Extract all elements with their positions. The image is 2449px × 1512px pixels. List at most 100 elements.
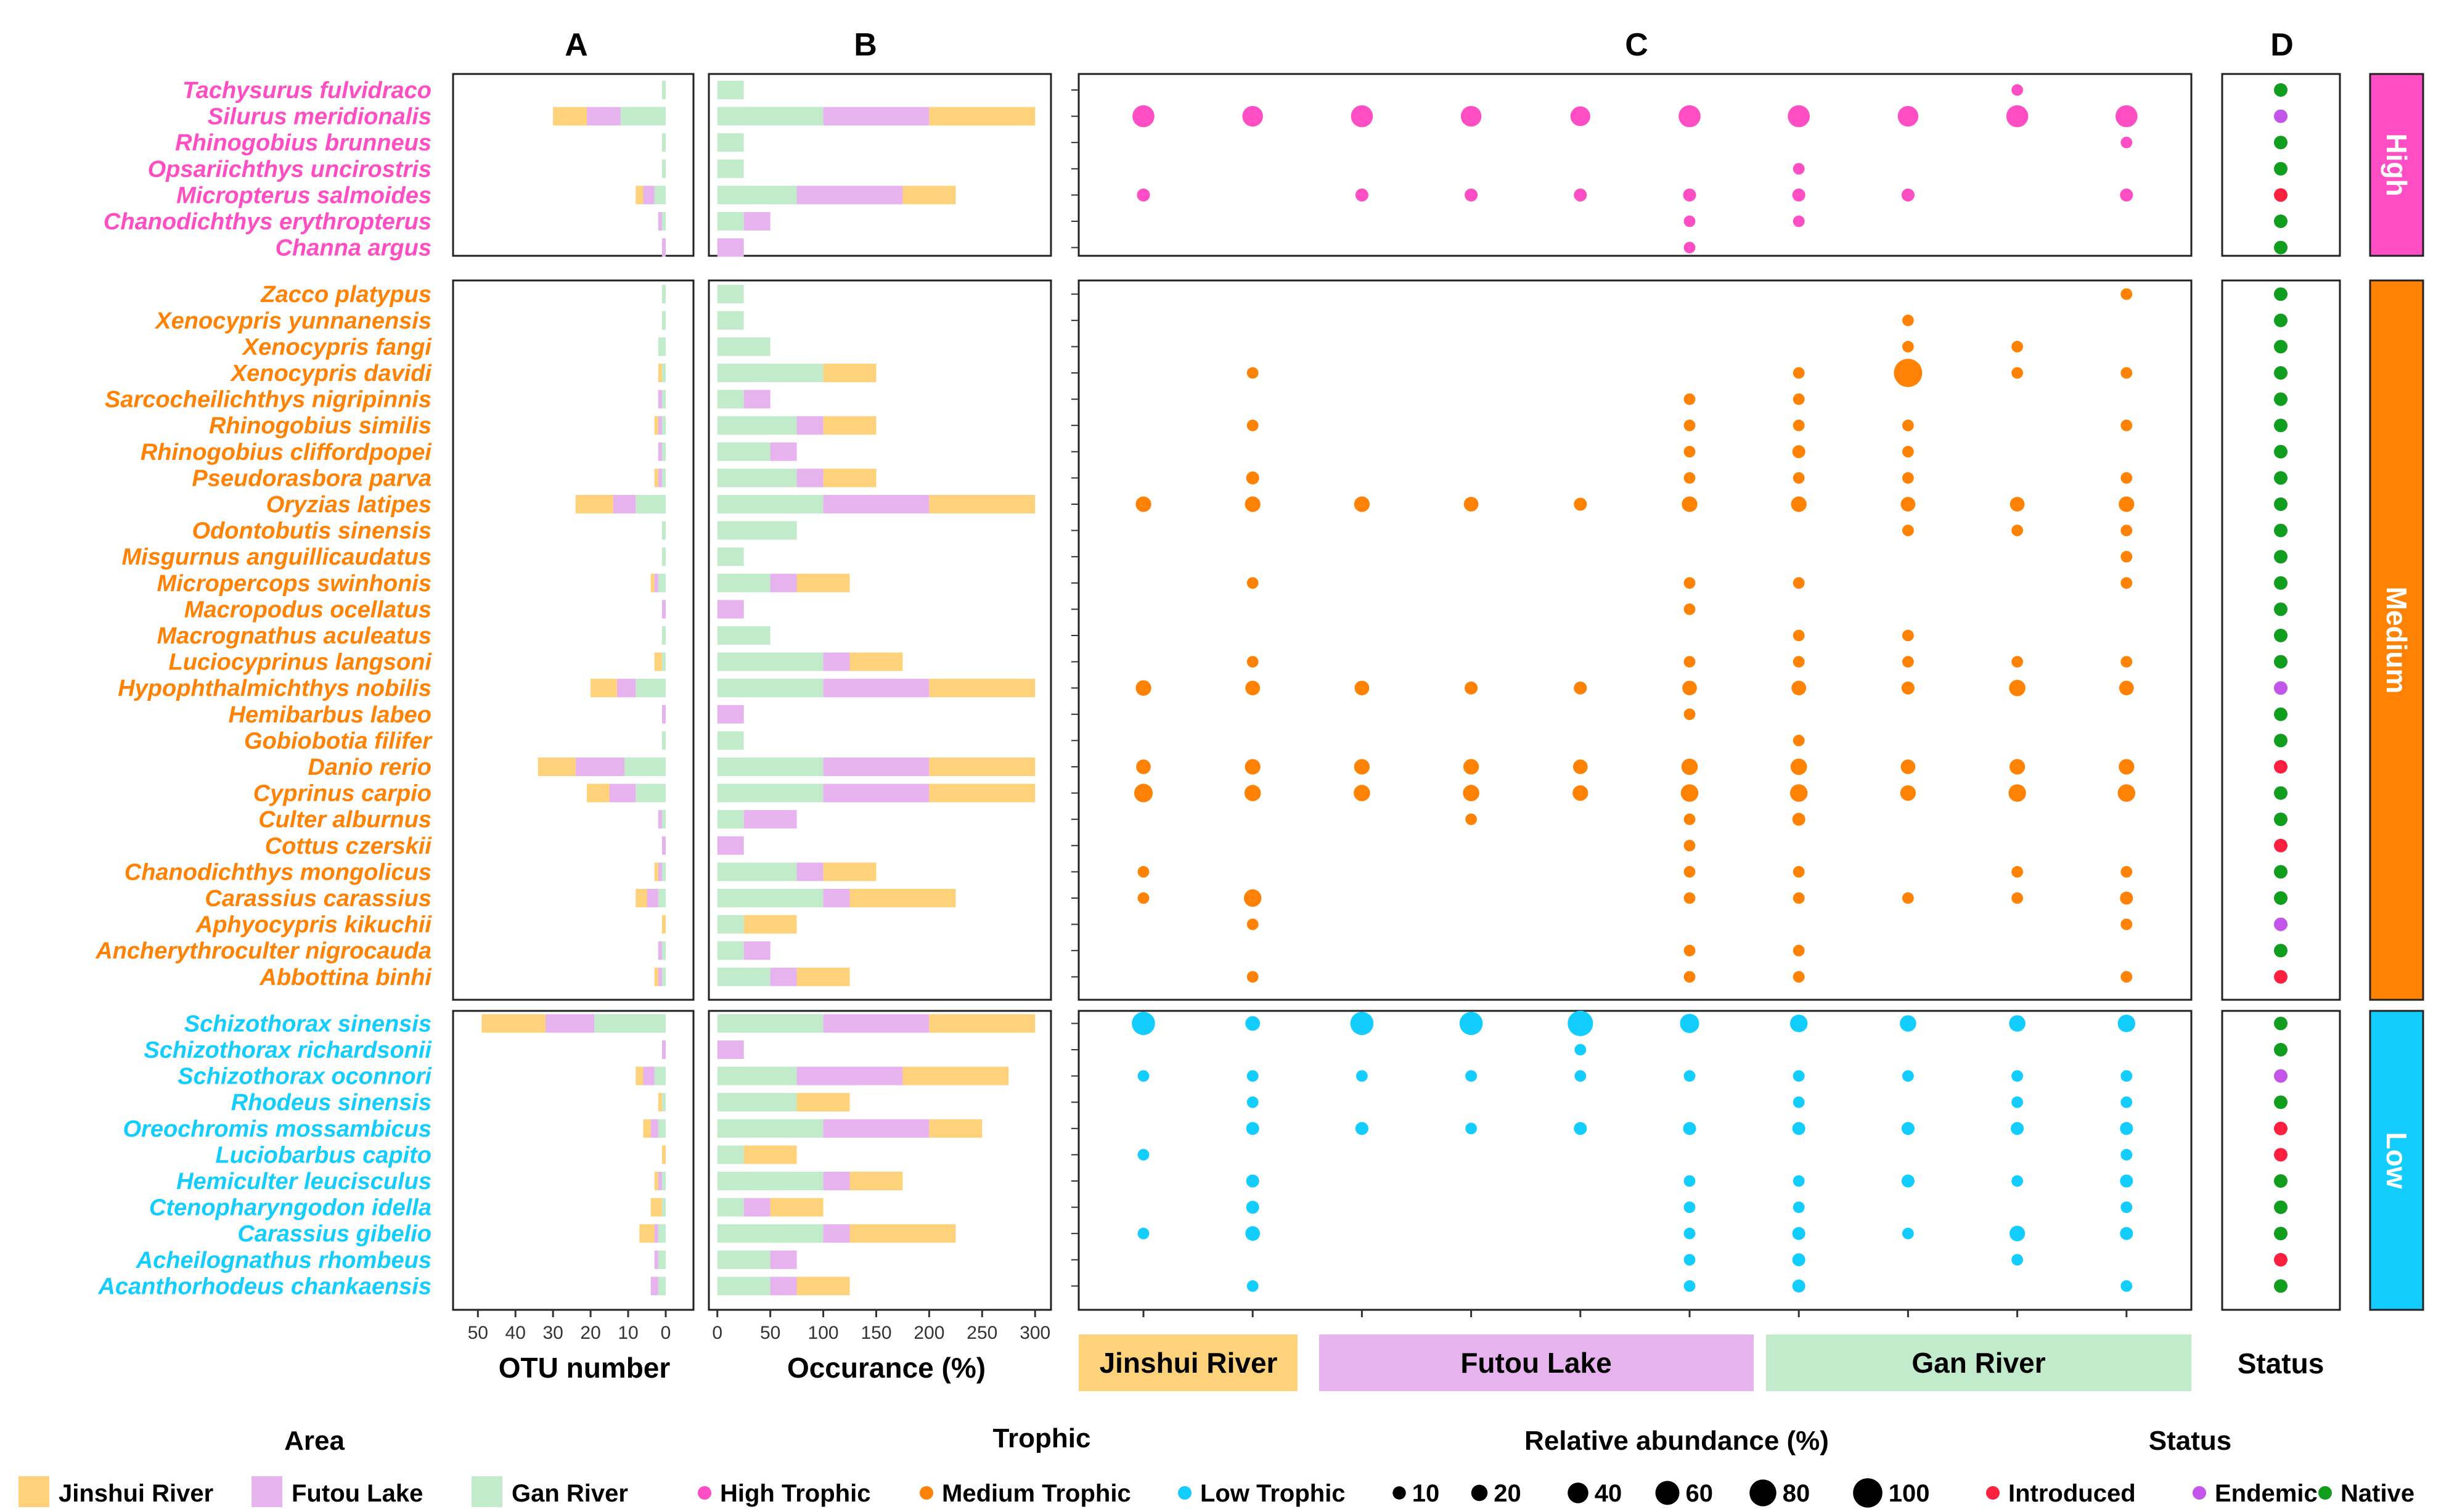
abundance-bubble	[2120, 971, 2133, 983]
otu-bar-segment	[636, 783, 666, 803]
abundance-bubble	[1793, 1201, 1805, 1213]
abundance-bubble	[2011, 1096, 2023, 1108]
otu-bar-segment	[658, 941, 662, 960]
abundance-bubble	[1683, 419, 1696, 431]
status-dot	[2274, 471, 2288, 485]
abundance-bubble	[1901, 681, 1915, 695]
abundance-bubble	[1793, 419, 1805, 431]
occurrence-bar-segment	[717, 915, 744, 934]
status-dot	[2274, 1043, 2288, 1056]
legend-dot-introduced	[1986, 1486, 2000, 1500]
species-label: Sarcocheilichthys nigripinnis	[105, 387, 431, 413]
otu-bar-segment	[658, 416, 662, 435]
occurrence-tick-label: 0	[712, 1323, 722, 1343]
otu-bar-segment	[658, 468, 662, 488]
legend-abundance-circle	[1853, 1478, 1883, 1508]
abundance-bubble	[2011, 367, 2023, 379]
occurrence-bar-segment	[796, 416, 824, 435]
legend-item-gan: Gan River	[512, 1480, 628, 1507]
abundance-bubble	[1243, 889, 1262, 907]
otu-bar-segment	[661, 810, 666, 829]
status-dot	[2274, 313, 2288, 327]
occurrence-bar-segment	[717, 416, 797, 435]
abundance-bubble	[1902, 419, 1914, 431]
abundance-bubble	[2120, 1174, 2133, 1188]
occurrence-bar-segment	[849, 1224, 956, 1243]
occurrence-bar-segment	[796, 1066, 903, 1085]
species-label: Hemibarbus labeo	[229, 702, 431, 728]
otu-bar-segment	[613, 495, 636, 513]
abundance-bubble	[1793, 866, 1805, 878]
abundance-bubble	[1137, 188, 1150, 202]
abundance-bubble	[1134, 783, 1153, 803]
trophic-strip	[2369, 73, 2424, 257]
otu-bar-segment	[661, 442, 666, 461]
abundance-bubble	[1246, 1201, 1259, 1214]
abundance-bubble	[2011, 341, 2023, 353]
species-label: Xenocypris fangi	[242, 334, 433, 360]
species-label: Xenocypris davidi	[230, 361, 433, 386]
species-label: Abbottina binhi	[259, 965, 432, 991]
otu-tick-label: 40	[505, 1323, 526, 1343]
trophic-group-strips: High Medium Low	[2369, 73, 2424, 1311]
occurrence-bar-segment	[902, 186, 956, 205]
species-label: Tachysurus fulvidraco	[182, 78, 431, 104]
abundance-bubble	[1683, 1227, 1696, 1240]
otu-bar-segment	[658, 1224, 666, 1243]
occurrence-bar-segment	[823, 495, 930, 513]
status-dot	[2274, 865, 2288, 879]
occurrence-bar-segment	[743, 941, 771, 960]
abundance-bubble	[1793, 215, 1805, 227]
otu-bar-segment	[616, 679, 636, 698]
abundance-bubble	[1792, 1227, 1805, 1240]
occurrence-bar-segment	[743, 390, 771, 409]
panel-frame	[2221, 1010, 2341, 1311]
abundance-bubble	[1900, 785, 1916, 801]
status-dot	[2274, 366, 2288, 380]
site-strip-jinshui	[1079, 1334, 1298, 1391]
species-label: Hemiculter leucisculus	[176, 1169, 431, 1195]
otu-bar-segment	[650, 1277, 658, 1296]
abundance-bubble	[1574, 1070, 1587, 1082]
legend-item-high: High Trophic	[720, 1480, 870, 1507]
abundance-bubble	[1246, 1174, 1259, 1188]
status-dot	[2274, 188, 2288, 202]
abundance-bubble	[2008, 784, 2026, 802]
legend-abundance-label: 10	[1412, 1480, 1440, 1507]
otu-bar-segment	[575, 495, 613, 513]
legend-item-jinshui: Jinshui River	[59, 1480, 213, 1507]
status-dot	[2274, 917, 2288, 931]
abundance-bubble	[1792, 1279, 1805, 1293]
abundance-bubble	[1246, 471, 1259, 484]
status-dot	[2274, 444, 2288, 459]
otu-bar-segment	[661, 416, 666, 435]
occurrence-bar-segment	[823, 107, 930, 126]
occurrence-bar-segment	[717, 941, 744, 960]
abundance-bubble	[2120, 188, 2133, 202]
occurrence-bar-segment	[717, 758, 824, 776]
occurrence-bar-segment	[717, 159, 744, 178]
occurrence-bar-segment	[823, 1224, 850, 1243]
species-label: Ctenopharyngodon idella	[149, 1195, 431, 1221]
otu-tick-label: 50	[468, 1323, 488, 1343]
occurrence-bar-segment	[717, 600, 744, 619]
abundance-bubble	[2009, 679, 2026, 697]
abundance-bubble	[1792, 1122, 1805, 1135]
abundance-bubble	[2006, 105, 2029, 128]
otu-bar-segment	[650, 1198, 662, 1217]
abundance-bubble	[2120, 550, 2133, 563]
otu-bar-segment	[661, 1040, 666, 1059]
abundance-bubble	[1683, 1175, 1696, 1187]
occurrence-bar-segment	[743, 1145, 797, 1164]
occurrence-bar-segment	[717, 133, 744, 152]
occurrence-bar-segment	[717, 364, 824, 382]
occurrence-bar-segment	[823, 889, 850, 907]
occurrence-bar-segment	[770, 967, 797, 986]
status-dot	[2274, 83, 2288, 97]
species-label: Hypophthalmichthys nobilis	[118, 676, 431, 701]
species-label: Pseudorasbora parva	[192, 465, 431, 491]
abundance-bubble	[1465, 188, 1478, 202]
abundance-bubble	[1683, 215, 1696, 227]
abundance-bubble	[1246, 918, 1259, 930]
